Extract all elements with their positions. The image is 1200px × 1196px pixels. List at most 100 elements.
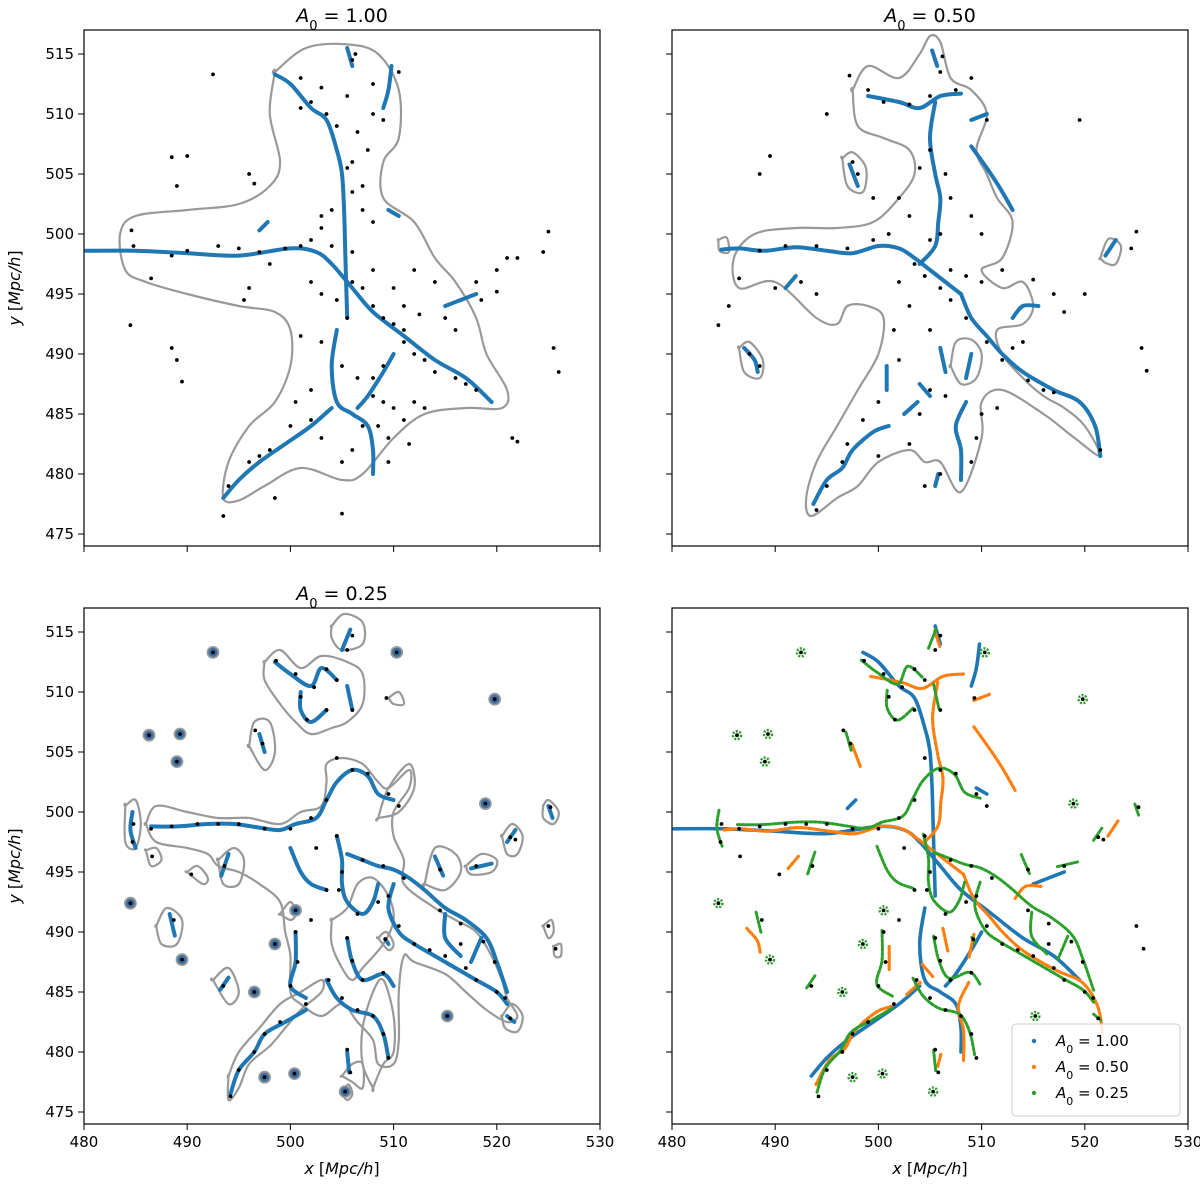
galaxy-point <box>1082 990 1087 994</box>
filament <box>902 400 920 416</box>
galaxy-point <box>180 957 184 962</box>
filament <box>345 684 355 712</box>
galaxy-point <box>1096 1016 1101 1021</box>
filament <box>442 912 463 958</box>
filament-series-1 <box>917 906 964 1054</box>
galaxy-point <box>1046 942 1051 946</box>
galaxy-point <box>150 854 155 859</box>
galaxy-point <box>360 286 365 290</box>
galaxy-point <box>933 1047 938 1052</box>
galaxy-point <box>360 424 365 428</box>
filament <box>386 882 510 1006</box>
filament-series-2 <box>972 692 991 702</box>
density-contour <box>329 612 367 652</box>
x-tick-label: 500 <box>276 1133 305 1151</box>
axes-frame <box>83 29 601 547</box>
galaxy-point <box>274 658 278 663</box>
y-tick-label: 495 <box>45 863 74 881</box>
filament-series-1 <box>969 642 982 688</box>
galaxy-point <box>175 358 179 362</box>
galaxy-point <box>412 400 417 404</box>
galaxy-point <box>757 364 762 368</box>
density-contour <box>329 876 395 982</box>
galaxy-point <box>355 376 360 380</box>
galaxy-point <box>938 708 943 712</box>
filament <box>288 930 308 1000</box>
galaxy-point <box>1015 948 1020 952</box>
filament <box>228 1008 308 1096</box>
galaxy-point <box>556 370 561 374</box>
galaxy-point <box>866 1020 870 1024</box>
y-tick-label: 510 <box>45 683 74 701</box>
galaxy-point <box>809 984 814 988</box>
galaxy-point <box>189 872 194 877</box>
galaxy-point <box>876 400 881 404</box>
filament <box>288 846 329 892</box>
y-tick-label: 485 <box>45 983 74 1001</box>
legend-marker <box>1031 1064 1037 1070</box>
galaxy-point <box>768 154 772 158</box>
galaxy-point <box>169 155 174 160</box>
galaxy-point <box>738 854 742 859</box>
galaxy-point <box>267 448 272 452</box>
galaxy-point <box>384 696 389 700</box>
galaxy-point <box>1098 448 1103 452</box>
density-contour <box>551 942 563 959</box>
galaxy-point <box>396 924 401 928</box>
galaxy-point <box>319 436 324 440</box>
galaxy-point <box>494 990 499 994</box>
galaxy-point <box>972 696 977 700</box>
galaxy-point <box>1080 960 1085 964</box>
legend-entry: A0 = 0.50 <box>1055 1058 1129 1082</box>
galaxy-point <box>928 870 932 874</box>
y-tick-label: 500 <box>45 803 74 821</box>
galaxy-point <box>933 648 938 652</box>
galaxy-point <box>309 238 313 242</box>
y-tick-label: 490 <box>45 923 74 941</box>
y-axis-label: y [Mpc/h] <box>5 250 24 326</box>
galaxy-point <box>1141 946 1146 951</box>
galaxy-point <box>353 52 358 56</box>
halo-marker <box>731 729 743 741</box>
filament <box>811 424 891 506</box>
filament <box>917 100 943 266</box>
galaxy-point <box>262 826 267 831</box>
x-tick-label: 490 <box>761 1133 790 1151</box>
galaxy-point <box>298 694 303 699</box>
galaxy-point <box>350 160 355 164</box>
galaxy-point <box>783 244 788 248</box>
legend-marker <box>1031 1090 1037 1096</box>
galaxy-point <box>897 816 901 820</box>
galaxy-point <box>324 112 329 116</box>
galaxy-point <box>293 908 298 913</box>
galaxy-point <box>1031 277 1036 282</box>
galaxy-point <box>925 888 929 892</box>
filament-series-2 <box>956 980 971 1062</box>
galaxy-point <box>236 246 241 251</box>
galaxy-point <box>892 1002 896 1006</box>
galaxy-point <box>974 436 979 440</box>
galaxy-point <box>283 246 288 251</box>
galaxy-point <box>928 238 932 242</box>
galaxy-point <box>402 876 406 880</box>
galaxy-point <box>130 840 135 844</box>
filament-series-3 <box>921 832 967 914</box>
x-axis-label: x [Mpc/h] <box>891 1159 967 1178</box>
galaxy-point <box>726 304 731 308</box>
galaxy-point <box>365 148 370 152</box>
filament-series-3 <box>844 730 853 752</box>
galaxy-point <box>345 1047 350 1052</box>
galaxy-point <box>412 268 417 272</box>
galaxy-point <box>402 304 406 308</box>
filament-series-3 <box>1056 934 1070 962</box>
galaxy-point <box>260 741 265 746</box>
galaxy-point <box>365 771 370 776</box>
filament-series-2 <box>972 725 1017 792</box>
galaxy-point <box>505 256 509 260</box>
galaxy-point <box>391 406 396 410</box>
galaxy-point <box>1051 966 1056 970</box>
galaxy-point <box>252 990 257 994</box>
galaxy-point <box>383 937 388 942</box>
